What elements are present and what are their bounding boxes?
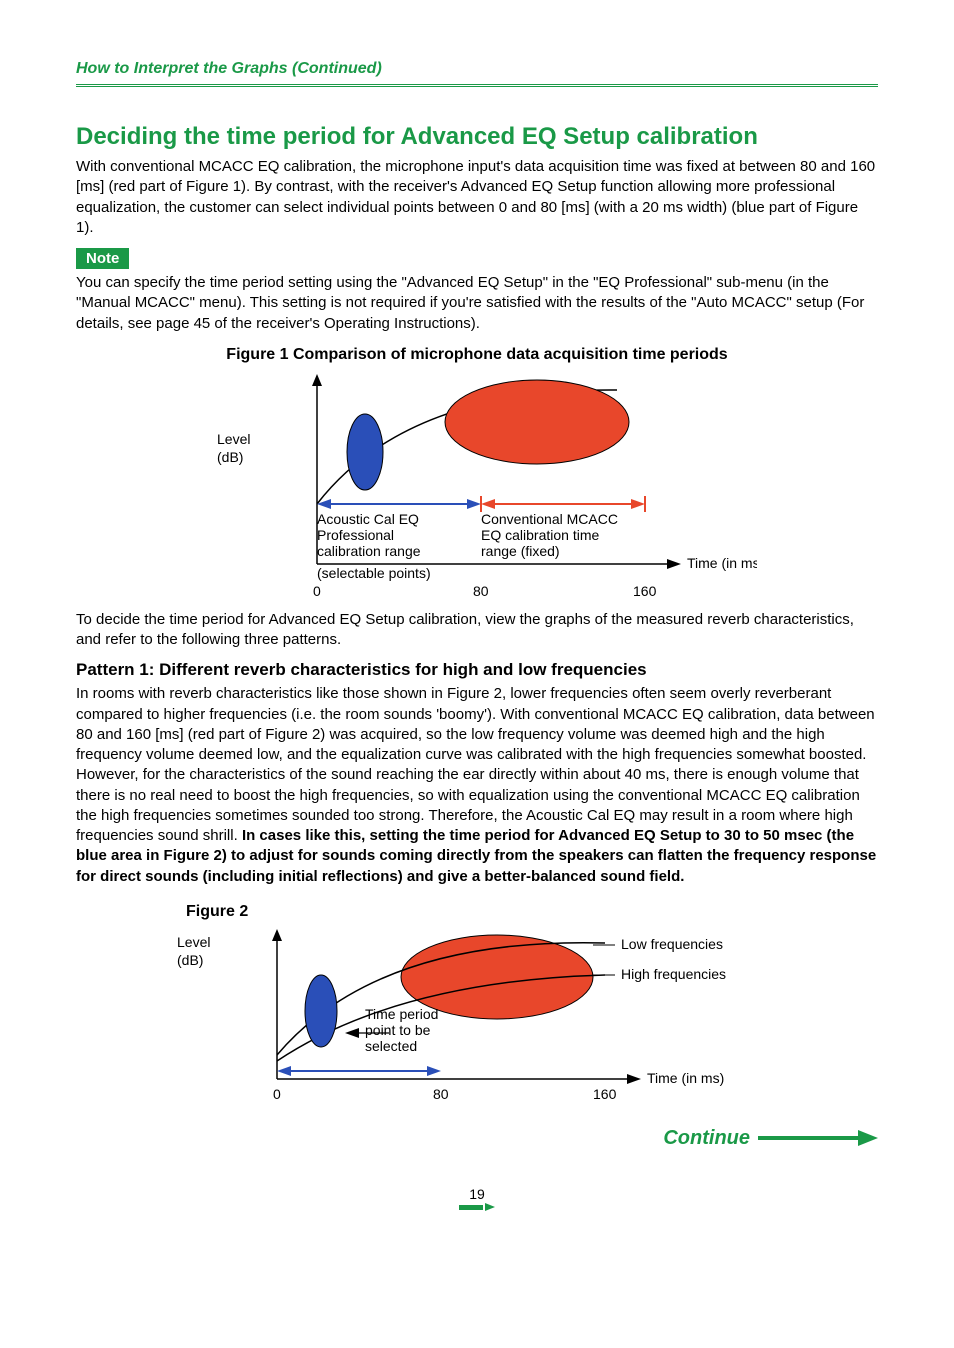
- fig1-blue-range-right: [467, 499, 481, 509]
- fig2-xtick-1: 80: [433, 1086, 449, 1102]
- figure2-svg: Level (dB) Time period: [157, 925, 797, 1115]
- figure2-title: Figure 2: [186, 903, 878, 921]
- continue-label[interactable]: Continue: [663, 1127, 750, 1150]
- fig2-ylabel-2: (dB): [177, 952, 203, 968]
- note-badge: Note: [76, 248, 129, 269]
- fig1-xtick-0: 0: [313, 583, 321, 599]
- pattern1-plain: In rooms with reverb characteristics lik…: [76, 685, 875, 844]
- fig2-xtick-0: 0: [273, 1086, 281, 1102]
- fig2-xlabel: Time (in ms): [647, 1070, 724, 1086]
- fig1-blue-l2: Professional: [317, 527, 394, 543]
- intro-paragraph: With conventional MCACC EQ calibration, …: [76, 157, 878, 238]
- fig1-red-l1: Conventional MCACC: [481, 511, 618, 527]
- figure1-chart: Level (dB) Acoustic: [76, 374, 878, 604]
- page-header: How to Interpret the Graphs (Continued): [76, 60, 878, 87]
- fig1-xlabel: Time (in ms): [687, 555, 757, 571]
- main-heading: Deciding the time period for Advanced EQ…: [76, 123, 878, 151]
- fig1-blue-ellipse: [347, 414, 383, 490]
- fig2-blue-ellipse: [305, 975, 337, 1047]
- figure2-chart: Level (dB) Time period: [76, 925, 878, 1115]
- fig2-y-arrow: [272, 929, 282, 941]
- fig1-x-arrow: [667, 559, 681, 569]
- fig1-red-l3: range (fixed): [481, 543, 560, 559]
- fig1-y-arrow: [312, 374, 322, 386]
- pattern1-paragraph: In rooms with reverb characteristics lik…: [76, 684, 878, 887]
- fig1-ylabel-1: Level: [217, 431, 250, 447]
- fig2-blue-range-left: [277, 1066, 291, 1076]
- continue-arrow-icon[interactable]: [758, 1130, 878, 1146]
- page-number-value: 19: [469, 1186, 485, 1202]
- fig1-red-range-right: [631, 499, 645, 509]
- fig2-blue-range-right: [427, 1066, 441, 1076]
- fig1-blue-l4: (selectable points): [317, 565, 431, 581]
- fig1-blue-l1: Acoustic Cal EQ: [317, 511, 419, 527]
- figure1-title: Figure 1 Comparison of microphone data a…: [76, 346, 878, 364]
- fig1-red-ellipse: [445, 380, 629, 464]
- para-after-fig1: To decide the time period for Advanced E…: [76, 610, 878, 651]
- fig2-tip-arrow: [345, 1028, 359, 1038]
- fig1-xtick-1: 80: [473, 583, 489, 599]
- fig2-low-label: Low frequencies: [621, 936, 723, 952]
- fig2-tip-l2: point to be: [365, 1022, 431, 1038]
- fig2-xtick-2: 160: [593, 1086, 617, 1102]
- page-header-title: How to Interpret the Graphs (Continued): [76, 60, 382, 77]
- page-number-underline-icon: [459, 1205, 495, 1210]
- pattern1-heading: Pattern 1: Different reverb characterist…: [76, 660, 878, 680]
- fig1-xtick-2: 160: [633, 583, 657, 599]
- figure1-svg: Level (dB) Acoustic: [197, 374, 757, 604]
- fig1-red-l2: EQ calibration time: [481, 527, 599, 543]
- fig1-blue-l3: calibration range: [317, 543, 421, 559]
- fig2-ylabel-1: Level: [177, 934, 210, 950]
- fig1-ylabel-2: (dB): [217, 449, 243, 465]
- fig2-x-arrow: [627, 1074, 641, 1084]
- continue-row: Continue: [76, 1127, 878, 1150]
- fig2-tip-l1: Time period: [365, 1006, 438, 1022]
- fig2-high-label: High frequencies: [621, 966, 726, 982]
- note-paragraph: You can specify the time period setting …: [76, 273, 878, 334]
- fig2-tip-l3: selected: [365, 1038, 417, 1054]
- page-number: 19: [76, 1186, 878, 1210]
- fig1-red-range-left: [481, 499, 495, 509]
